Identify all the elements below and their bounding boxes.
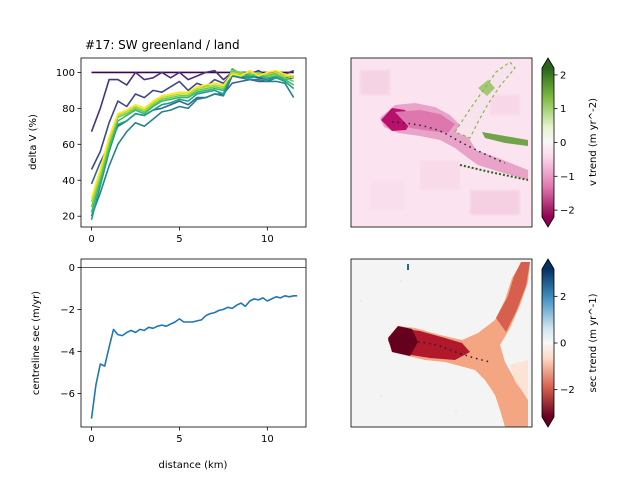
sec-trend-centreline bbox=[395, 340, 491, 363]
centreline-sec-y-label: centreline sec (m/yr) bbox=[31, 291, 42, 395]
delta-v-series-line-10 bbox=[90, 69, 294, 199]
centreline-sec-y-tick-label: −2 bbox=[60, 305, 75, 316]
centreline-sec-series-group bbox=[81, 267, 306, 419]
colorbar-gradient bbox=[542, 68, 554, 217]
sec-trend-tributary bbox=[496, 262, 530, 332]
delta-v-series-line-8 bbox=[90, 69, 295, 208]
colorbar-max-extend bbox=[542, 259, 554, 269]
delta-v-y-tick-label: 40 bbox=[62, 176, 75, 187]
centreline-sec-y-tick-label: 0 bbox=[69, 263, 75, 274]
delta-v-series-line-5 bbox=[90, 75, 295, 217]
distance-x-label: distance (km) bbox=[159, 460, 228, 471]
delta-v-x-tick-label: 5 bbox=[176, 234, 182, 245]
v-trend-map-texture bbox=[360, 70, 520, 215]
colorbar-tick-label: 2 bbox=[560, 70, 566, 81]
delta-v-x-ticks: 0 5 10 bbox=[88, 227, 274, 245]
centreline-sec-chart: 0 5 10 0 −2 −4 −6 centreline sec (m/yr) dista… bbox=[31, 258, 307, 471]
delta-v-x-tick-label: 10 bbox=[261, 234, 274, 245]
delta-v-y-label: delta V (%) bbox=[28, 114, 39, 170]
v-trend-axes-frame bbox=[350, 57, 533, 228]
colorbar-tick-label: 2 bbox=[560, 292, 566, 303]
colorbar-tick-label: 0 bbox=[560, 138, 566, 149]
colorbar-tick-label: −2 bbox=[560, 385, 575, 396]
sec-trend-colorbar: 2 0 −2 sec trend (m yr^-1) bbox=[541, 258, 599, 428]
v-trend-lower-edge bbox=[459, 164, 529, 181]
sec-trend-margin bbox=[510, 360, 528, 398]
centreline-sec-x-tick-label: 0 bbox=[88, 434, 94, 445]
sec-trend-axes-frame bbox=[350, 258, 533, 428]
v-trend-glacier-body bbox=[395, 110, 455, 133]
delta-v-series-group bbox=[90, 68, 295, 220]
centreline-sec-axes-frame bbox=[80, 258, 307, 428]
colorbar-label: v trend (m yr^-2) bbox=[588, 98, 599, 186]
chart-title: #17: SW greenland / land bbox=[85, 38, 240, 52]
delta-v-series-line-9 bbox=[90, 71, 294, 203]
centreline-sec-x-tick-label: 10 bbox=[261, 434, 274, 445]
v-trend-tributary bbox=[454, 61, 516, 139]
centreline-sec-y-tick-label: −6 bbox=[60, 389, 75, 400]
v-trend-positive-band bbox=[482, 132, 528, 146]
sec-trend-positive-speck bbox=[407, 264, 409, 270]
colorbar-ticks: 2 0 −2 bbox=[554, 292, 575, 396]
v-trend-map bbox=[350, 57, 533, 228]
sec-trend-map bbox=[350, 258, 533, 428]
delta-v-series-line-3 bbox=[90, 73, 294, 170]
colorbar-min-extend bbox=[542, 417, 554, 427]
delta-v-chart: #17: SW greenland / land 0 5 10 20 40 60 80 10… bbox=[28, 38, 307, 245]
centreline-sec-x-tick-label: 5 bbox=[176, 434, 182, 445]
v-trend-colorbar: 2 1 0 −1 −2 v trend (m yr^-2) bbox=[541, 57, 599, 228]
delta-v-axes-frame bbox=[80, 57, 307, 228]
centreline-sec-series-line-1 bbox=[90, 294, 298, 419]
delta-v-y-tick-label: 100 bbox=[56, 68, 75, 79]
colorbar-max-extend bbox=[542, 58, 554, 68]
colorbar-min-extend bbox=[542, 217, 554, 227]
colorbar-tick-label: 1 bbox=[560, 104, 566, 115]
delta-v-y-tick-label: 80 bbox=[62, 104, 75, 115]
colorbar-label: sec trend (m yr^-1) bbox=[588, 293, 599, 392]
colorbar-tick-label: −2 bbox=[560, 206, 575, 217]
colorbar-gradient bbox=[542, 269, 554, 417]
colorbar-tick-label: 0 bbox=[560, 339, 566, 350]
colorbar-tick-label: −1 bbox=[560, 172, 575, 183]
delta-v-series-line-2 bbox=[90, 69, 295, 132]
delta-v-x-tick-label: 0 bbox=[88, 234, 94, 245]
delta-v-y-tick-label: 20 bbox=[62, 212, 75, 223]
centreline-sec-y-tick-label: −4 bbox=[60, 347, 75, 358]
centreline-sec-x-ticks: 0 5 10 bbox=[88, 427, 274, 445]
colorbar-ticks: 2 1 0 −1 −2 bbox=[554, 70, 575, 217]
v-trend-positive-patch bbox=[478, 80, 495, 96]
delta-v-series-line-6 bbox=[90, 69, 295, 220]
delta-v-y-tick-label: 60 bbox=[62, 140, 75, 151]
delta-v-y-ticks: 20 40 60 80 100 bbox=[56, 68, 81, 223]
centreline-sec-y-ticks: 0 −2 −4 −6 bbox=[60, 263, 81, 400]
